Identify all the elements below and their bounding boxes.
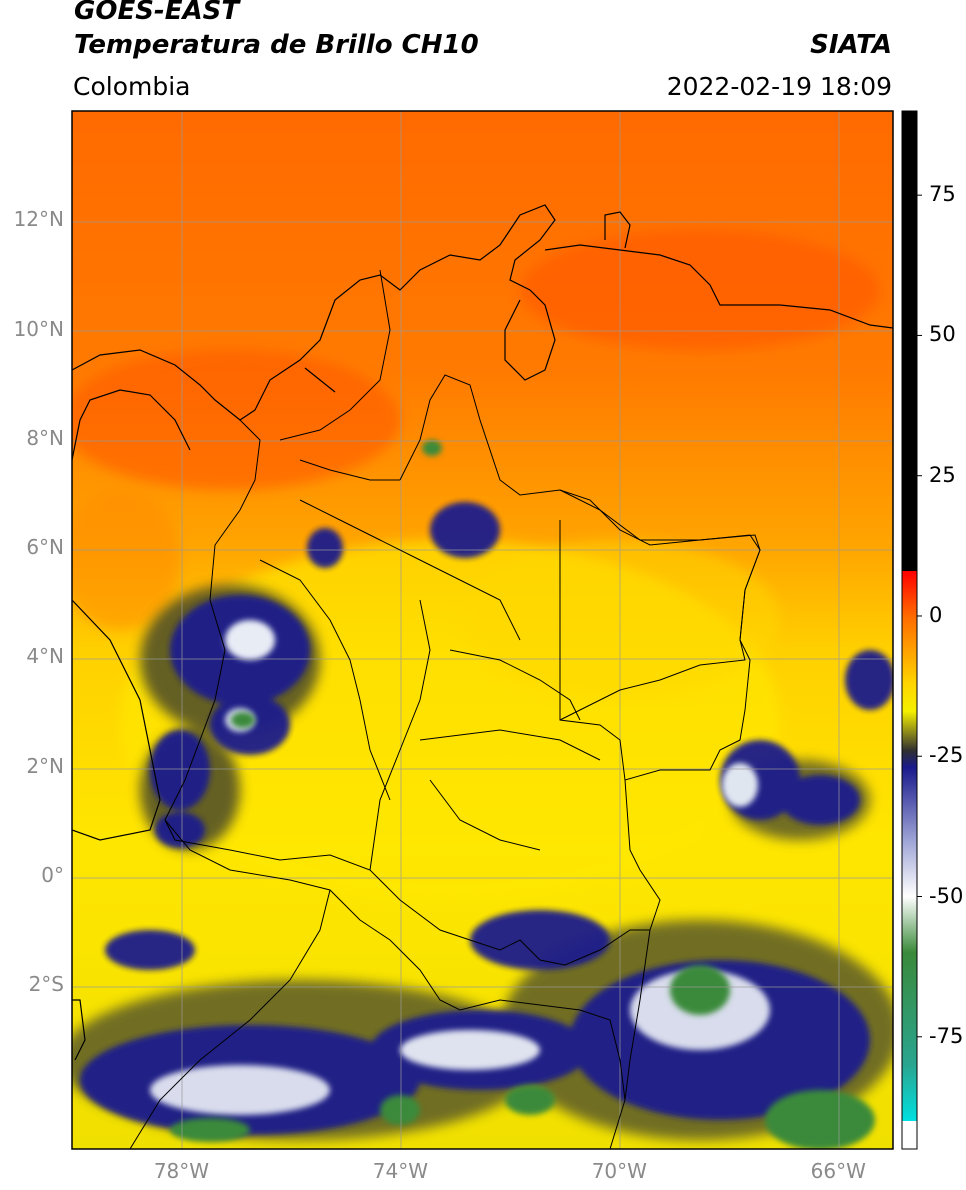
agency-label: SIATA — [810, 30, 892, 60]
lon-label: 74°W — [372, 1159, 428, 1183]
lat-label: 2°N — [26, 753, 64, 778]
lon-label: 66°W — [810, 1159, 866, 1183]
coastlines — [72, 204, 893, 1061]
map-frame — [71, 110, 894, 1150]
lat-label: 8°N — [26, 425, 64, 450]
colorbar — [902, 111, 917, 1149]
lat-label: 6°N — [26, 535, 64, 560]
datetime-label: 2022-02-19 18:09 — [666, 72, 892, 101]
colorbar-tick-label: -75 — [929, 1023, 964, 1048]
colorbar-tick-label: -25 — [929, 743, 964, 768]
lon-label: 78°W — [153, 1159, 210, 1183]
lat-label: 4°N — [26, 644, 64, 669]
lat-label: 12°N — [13, 207, 64, 232]
colorbar-tick-label: 75 — [929, 182, 956, 207]
product-title: Temperatura de Brillo CH10 — [74, 30, 479, 60]
graticule — [72, 111, 893, 1149]
satellite-image — [72, 111, 893, 1149]
colorbar-frame — [901, 110, 918, 1150]
lat-label: 10°N — [13, 316, 64, 341]
lat-label: 2°S — [28, 972, 64, 997]
borders — [129, 269, 761, 1149]
satellite-title: GOES-EAST — [74, 0, 240, 26]
region-label: Colombia — [73, 72, 191, 101]
colorbar-ticks — [917, 194, 922, 1038]
colorbar-tick-label: 50 — [929, 322, 956, 347]
lon-label: 70°W — [591, 1159, 647, 1183]
colorbar-tick-label: 25 — [929, 462, 956, 487]
colorbar-tick-label: 0 — [929, 602, 943, 627]
colorbar-tick-label: -50 — [929, 883, 964, 908]
lat-label: 0° — [41, 862, 64, 887]
